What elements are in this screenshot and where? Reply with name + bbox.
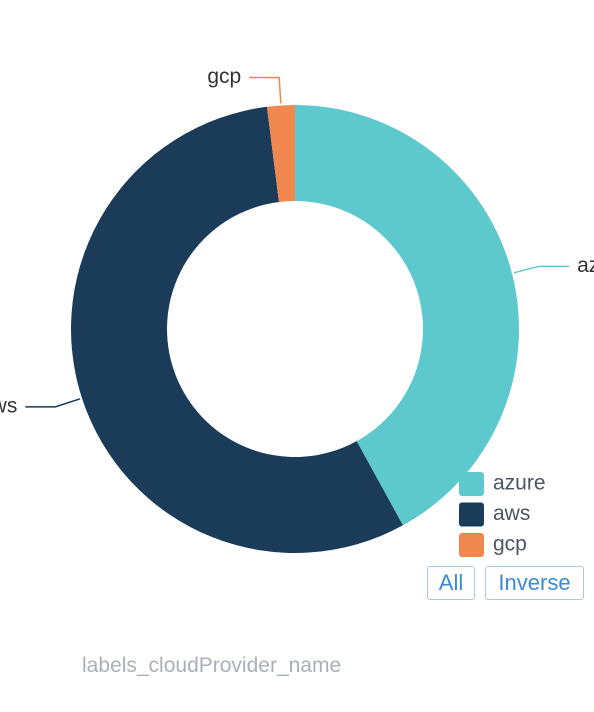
legend-swatch bbox=[459, 502, 484, 527]
legend-swatch bbox=[459, 533, 484, 557]
slice-label: aws bbox=[0, 394, 17, 417]
all-button[interactable]: All bbox=[427, 566, 475, 600]
legend-label: gcp bbox=[493, 533, 527, 556]
slice bbox=[71, 106, 403, 554]
leader-line bbox=[25, 398, 81, 408]
legend-label: azure bbox=[493, 472, 546, 495]
field-label: labels_cloudProvider_name bbox=[82, 654, 342, 677]
slice bbox=[266, 105, 295, 203]
leader-line bbox=[513, 265, 570, 274]
inverse-button[interactable]: Inverse bbox=[485, 566, 584, 600]
slice bbox=[295, 105, 520, 526]
slice-label: gcp bbox=[207, 65, 241, 88]
leader-line bbox=[249, 76, 282, 104]
legend-label: aws bbox=[493, 502, 530, 525]
slice-label: azure bbox=[577, 254, 594, 277]
legend-swatch bbox=[459, 472, 484, 496]
